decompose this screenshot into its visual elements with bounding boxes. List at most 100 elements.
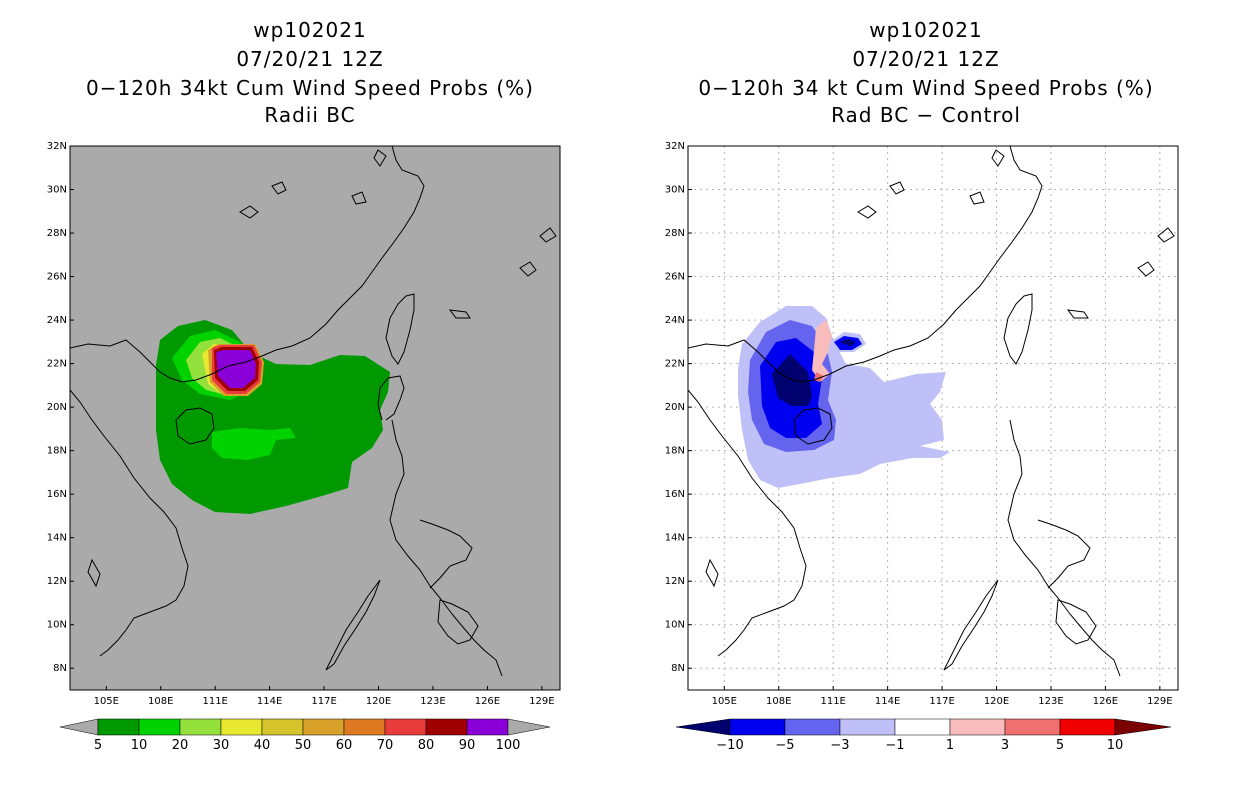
right-colorbar: −10 −5 −3 −1 1 3 5 10: [675, 718, 1172, 753]
colorbar-label: 50: [295, 738, 312, 753]
lat-label: 22N: [665, 359, 685, 370]
colorbar-label: 80: [418, 738, 435, 753]
colorbar-swatch: [839, 718, 896, 736]
colorbar-swatch: [384, 718, 427, 736]
colorbar-label: 60: [336, 738, 353, 753]
lon-label: 126E: [1093, 696, 1118, 707]
colorbar-label: 90: [459, 738, 476, 753]
prob-100-area: [216, 350, 256, 388]
left-coastlines: [70, 146, 557, 677]
lat-label: 20N: [47, 402, 67, 413]
right-title-variant: Rad BC − Control: [831, 103, 1021, 127]
colorbar-swatch: [784, 718, 841, 736]
colorbar-high-arrow: [507, 718, 551, 736]
left-title-product: 0−120h 34kt Cum Wind Speed Probs (%): [86, 76, 534, 100]
lon-label: 117E: [311, 696, 336, 707]
lat-label: 20N: [665, 402, 685, 413]
colorbar-label: 30: [213, 738, 230, 753]
prob-10-area: [212, 428, 296, 460]
colorbar-label: 5: [1056, 738, 1064, 753]
colorbar-swatch: [343, 718, 386, 736]
left-title-storm: wp102021: [253, 18, 367, 42]
lat-label: 24N: [665, 315, 685, 326]
lon-label: 111E: [820, 696, 845, 707]
colorbar-swatch: [138, 718, 181, 736]
right-title-product: 0−120h 34 kt Cum Wind Speed Probs (%): [698, 76, 1154, 100]
colorbar-high-arrow: [1114, 718, 1172, 736]
lon-label: 108E: [148, 696, 173, 707]
right-map: 32N 30N 28N 26N 24N 22N 20N 18N 16N 14N 12N 10N 8N 10…: [665, 141, 1179, 707]
colorbar-swatch: [729, 718, 786, 736]
colorbar-label: 5: [94, 738, 102, 753]
lat-label: 8N: [671, 663, 685, 674]
lon-label: 129E: [529, 696, 554, 707]
colorbar-swatch: [1059, 718, 1116, 736]
left-probability-shading: [156, 320, 390, 514]
right-coastlines: [688, 146, 1175, 677]
lon-label: 114E: [875, 696, 900, 707]
lon-label: 111E: [202, 696, 227, 707]
lat-label: 14N: [665, 533, 685, 544]
right-map-frame: [687, 145, 1179, 691]
left-map-frame: [69, 145, 561, 691]
colorbar-swatch: [261, 718, 304, 736]
left-title-variant: Radii BC: [264, 103, 356, 127]
colorbar-swatch: [425, 718, 468, 736]
lat-label: 12N: [665, 576, 685, 587]
colorbar-label: −1: [885, 738, 904, 753]
lat-label: 28N: [665, 228, 685, 239]
lon-label: 117E: [929, 696, 954, 707]
lat-label: 12N: [47, 576, 67, 587]
diff-neg10-small: [840, 339, 856, 346]
colorbar-label: 10: [1107, 738, 1124, 753]
colorbar-low-arrow: [675, 718, 731, 736]
colorbar-label: 40: [254, 738, 271, 753]
lat-label: 28N: [47, 228, 67, 239]
colorbar-label: 1: [946, 738, 954, 753]
lat-label: 8N: [53, 663, 67, 674]
left-axis-ticks: 32N 30N 28N 26N 24N 22N 20N 18N 16N 14N 12N 10N 8N 10…: [47, 141, 555, 707]
right-title-date: 07/20/21 12Z: [852, 47, 1000, 71]
colorbar-swatch: [97, 718, 140, 736]
colorbar-label: −3: [830, 738, 849, 753]
colorbar-swatch: [179, 718, 222, 736]
right-title-storm: wp102021: [869, 18, 983, 42]
lon-label: 129E: [1147, 696, 1172, 707]
lat-label: 16N: [47, 489, 67, 500]
lat-label: 10N: [47, 620, 67, 631]
diff-pos1-area: [812, 320, 832, 382]
lon-label: 120E: [366, 696, 391, 707]
lon-label: 114E: [257, 696, 282, 707]
lat-label: 18N: [47, 446, 67, 457]
diff-neg10-area: [772, 354, 812, 406]
right-title: wp102021 07/20/21 12Z 0−120h 34 kt Cum W…: [676, 16, 1176, 130]
colorbar-swatch: [894, 718, 951, 736]
colorbar-swatch: [302, 718, 345, 736]
left-map: 32N 30N 28N 26N 24N 22N 20N 18N 16N 14N 12N 10N 8N 10…: [47, 141, 561, 707]
right-axis-ticks: 32N 30N 28N 26N 24N 22N 20N 18N 16N 14N 12N 10N 8N 10…: [665, 141, 1173, 707]
colorbar-swatch: [220, 718, 263, 736]
lon-label: 123E: [420, 696, 445, 707]
colorbar-swatch: [949, 718, 1006, 736]
lat-label: 16N: [665, 489, 685, 500]
lat-label: 18N: [665, 446, 685, 457]
lon-label: 126E: [475, 696, 500, 707]
lat-label: 26N: [665, 272, 685, 283]
left-colorbar: 5 10 20 30 40 50 60 70 80 90 100: [59, 718, 551, 753]
colorbar-label: 20: [172, 738, 189, 753]
lat-label: 32N: [47, 141, 67, 152]
lat-label: 30N: [47, 185, 67, 196]
lon-label: 120E: [984, 696, 1009, 707]
lat-label: 22N: [47, 359, 67, 370]
colorbar-label: −10: [716, 738, 743, 753]
lon-label: 123E: [1038, 696, 1063, 707]
colorbar-low-arrow: [59, 718, 99, 736]
lat-label: 10N: [665, 620, 685, 631]
colorbar-label: 70: [377, 738, 394, 753]
colorbar-label: 10: [131, 738, 148, 753]
lat-label: 26N: [47, 272, 67, 283]
right-difference-shading: [738, 306, 950, 488]
lat-label: 30N: [665, 185, 685, 196]
lat-label: 32N: [665, 141, 685, 152]
